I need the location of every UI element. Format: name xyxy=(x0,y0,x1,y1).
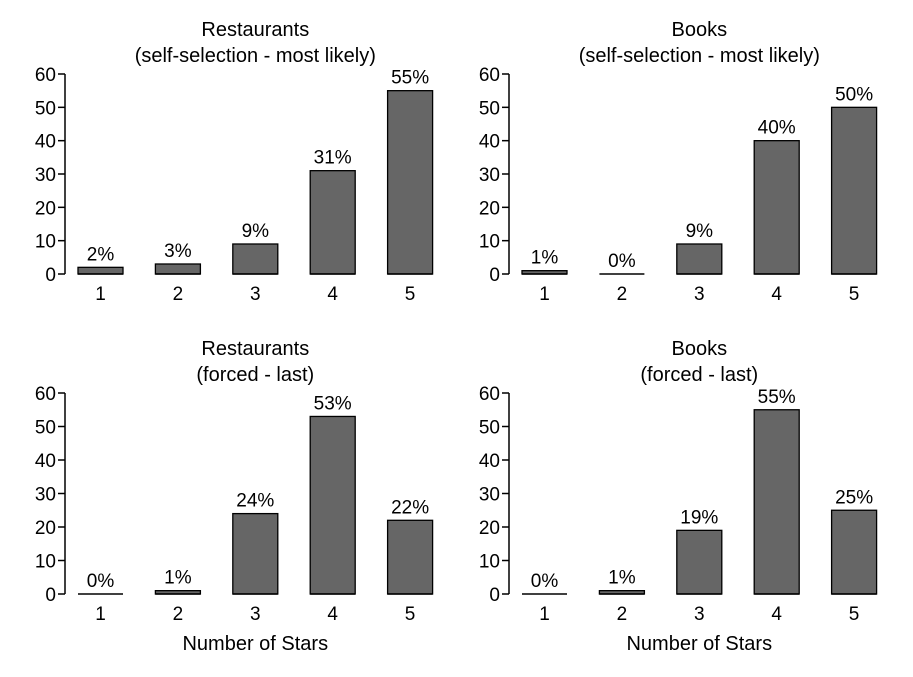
y-tick-label: 20 xyxy=(35,198,56,219)
x-tick-label: 1 xyxy=(95,284,106,305)
x-tick-label: 4 xyxy=(771,284,782,305)
bar-5 xyxy=(830,509,878,595)
y-tick-label: 50 xyxy=(479,418,500,439)
y-tick-label: 0 xyxy=(489,265,500,286)
bar-5 xyxy=(386,519,434,595)
chart-subtitle: (self-selection - most likely) xyxy=(579,45,820,67)
data-label: 3% xyxy=(164,241,192,262)
bar-1 xyxy=(77,266,124,275)
data-label: 9% xyxy=(242,221,270,242)
chart-subtitle: (self-selection - most likely) xyxy=(135,45,376,67)
bar-4 xyxy=(309,170,356,275)
y-tick-label: 50 xyxy=(35,418,56,439)
x-tick-label: 4 xyxy=(327,604,338,625)
y-tick-label: 60 xyxy=(35,384,56,405)
chart-title: Restaurants xyxy=(201,19,309,41)
y-tick-label: 60 xyxy=(35,65,56,86)
x-tick-label: 3 xyxy=(250,604,261,625)
data-label: 1% xyxy=(608,568,636,589)
y-tick-label: 10 xyxy=(479,232,500,253)
data-label: 2% xyxy=(87,244,115,265)
bar-4 xyxy=(753,140,800,275)
x-tick-label: 4 xyxy=(327,284,338,305)
bar-3 xyxy=(232,243,279,275)
data-label: 55% xyxy=(758,387,796,408)
x-tick-label: 2 xyxy=(173,604,184,625)
data-label: 53% xyxy=(314,393,352,414)
data-label: 25% xyxy=(835,487,873,508)
bar-3 xyxy=(676,243,723,275)
y-tick-label: 50 xyxy=(479,98,500,119)
x-tick-label: 3 xyxy=(250,284,261,305)
y-tick-label: 40 xyxy=(35,451,56,472)
y-tick-label: 0 xyxy=(489,585,500,606)
data-label: 0% xyxy=(531,571,559,592)
bar-3 xyxy=(232,512,279,595)
x-tick-label: 5 xyxy=(405,604,416,625)
y-tick-label: 10 xyxy=(479,552,500,573)
bar-5 xyxy=(830,106,878,275)
x-tick-label: 5 xyxy=(405,284,416,305)
data-label: 0% xyxy=(608,251,636,272)
y-tick-label: 30 xyxy=(35,485,56,506)
x-axis-label: Number of Stars xyxy=(626,633,772,655)
chart-panel-1: Restaurants (self-selection - most likely… xyxy=(35,19,434,305)
y-tick-label: 20 xyxy=(479,198,500,219)
data-label: 40% xyxy=(758,118,796,139)
data-label: 50% xyxy=(835,84,873,105)
y-tick-label: 20 xyxy=(479,518,500,539)
bar-4 xyxy=(309,415,356,595)
data-label: 31% xyxy=(314,148,352,169)
y-tick-label: 40 xyxy=(479,132,500,153)
x-tick-label: 3 xyxy=(694,604,705,625)
x-tick-label: 4 xyxy=(771,604,782,625)
x-axis-label: Number of Stars xyxy=(182,633,328,655)
bar-5 xyxy=(386,90,434,275)
chart-subtitle: (forced - last) xyxy=(640,364,758,386)
y-tick-label: 60 xyxy=(479,384,500,405)
x-tick-label: 1 xyxy=(539,604,550,625)
y-tick-label: 60 xyxy=(479,65,500,86)
bar-3 xyxy=(676,529,723,595)
y-tick-label: 30 xyxy=(479,165,500,186)
data-label: 55% xyxy=(391,68,429,89)
y-tick-label: 0 xyxy=(45,265,56,286)
x-tick-label: 5 xyxy=(849,604,860,625)
y-tick-label: 0 xyxy=(45,585,56,606)
y-tick-label: 20 xyxy=(35,518,56,539)
y-tick-label: 30 xyxy=(35,165,56,186)
data-label: 22% xyxy=(391,497,429,518)
chart-subtitle: (forced - last) xyxy=(196,364,314,386)
y-tick-label: 40 xyxy=(479,451,500,472)
data-label: 1% xyxy=(164,568,192,589)
x-tick-label: 2 xyxy=(617,284,628,305)
x-tick-label: 2 xyxy=(617,604,628,625)
data-label: 0% xyxy=(87,571,115,592)
chart-panel-2: Books(self-selection - most likely)01020… xyxy=(479,19,878,305)
chart-title: Books xyxy=(672,338,728,360)
data-label: 19% xyxy=(680,507,718,528)
data-label: 9% xyxy=(686,221,714,242)
y-tick-label: 30 xyxy=(479,485,500,506)
y-tick-label: 40 xyxy=(35,132,56,153)
y-tick-label: 50 xyxy=(35,98,56,119)
x-tick-label: 1 xyxy=(95,604,106,625)
data-label: 24% xyxy=(236,491,274,512)
bar-2 xyxy=(154,263,202,275)
y-tick-label: 10 xyxy=(35,232,56,253)
x-tick-label: 3 xyxy=(694,284,705,305)
chart-title: Books xyxy=(672,19,728,41)
bar-4 xyxy=(753,409,800,595)
y-tick-label: 10 xyxy=(35,552,56,573)
x-tick-label: 5 xyxy=(849,284,860,305)
chart-panel-4: Books (forced - last) 0 10 20 30 40 50 60 0% 1 1% 2 1… xyxy=(479,338,878,655)
x-tick-label: 1 xyxy=(539,284,550,305)
data-label: 1% xyxy=(531,248,559,269)
x-tick-label: 2 xyxy=(173,284,184,305)
chart-panel-3: Restaurants (forced - last) 0 10 20 30 40 50 60 0… xyxy=(35,338,434,655)
chart-title: Restaurants xyxy=(201,338,309,360)
